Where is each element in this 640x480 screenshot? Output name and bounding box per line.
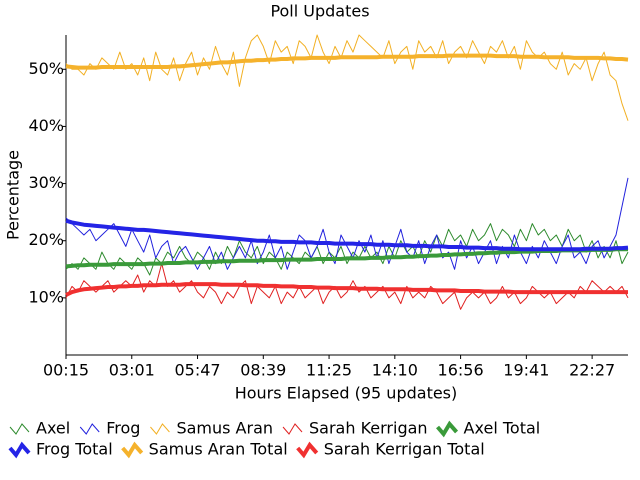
legend-label: Axel — [36, 419, 70, 438]
x-tick-label: 22:27 — [569, 361, 615, 380]
chart-title: Poll Updates — [270, 2, 369, 21]
legend-label: Axel Total — [464, 419, 541, 438]
legend-icon — [121, 441, 144, 459]
legend-label: Frog — [106, 419, 140, 438]
legend-icon — [8, 441, 31, 459]
legend-icon — [296, 441, 319, 459]
y-tick-label: 30% — [28, 173, 64, 192]
y-tick-label: 40% — [28, 116, 64, 135]
y-tick-label: 20% — [28, 230, 64, 249]
y-axis-label: Percentage — [4, 150, 23, 240]
series-line — [65, 34, 629, 121]
legend-label: Sarah Kerrigan Total — [324, 440, 485, 459]
x-tick-label: 03:01 — [109, 361, 155, 380]
legend-icon — [436, 420, 459, 438]
legend-label: Sarah Kerrigan — [309, 419, 428, 438]
legend-label: Frog Total — [36, 440, 113, 459]
legend-icon — [150, 423, 170, 435]
x-tick-label: 16:56 — [438, 361, 484, 380]
legend-icon — [282, 423, 303, 435]
x-tick-label: 11:25 — [306, 361, 352, 380]
x-tick-label: 05:47 — [174, 361, 220, 380]
series-line — [65, 177, 629, 270]
x-tick-label: 08:39 — [240, 361, 286, 380]
legend-icon — [9, 423, 30, 435]
series-line — [65, 282, 628, 297]
legend-icon — [79, 423, 100, 435]
x-tick-label: 00:15 — [43, 361, 89, 380]
series-line — [65, 53, 629, 70]
x-axis-label: Hours Elapsed (95 updates) — [235, 384, 458, 403]
x-tick-label: 14:10 — [372, 361, 418, 380]
series-line — [65, 263, 629, 310]
y-tick-label: 10% — [28, 287, 64, 306]
legend-label: Samus Aran — [176, 419, 273, 438]
series-line — [65, 218, 629, 252]
legend-label: Samus Aran Total — [149, 440, 288, 459]
x-tick-label: 19:41 — [503, 361, 549, 380]
y-tick-label: 50% — [28, 59, 64, 78]
series-line — [65, 247, 628, 269]
